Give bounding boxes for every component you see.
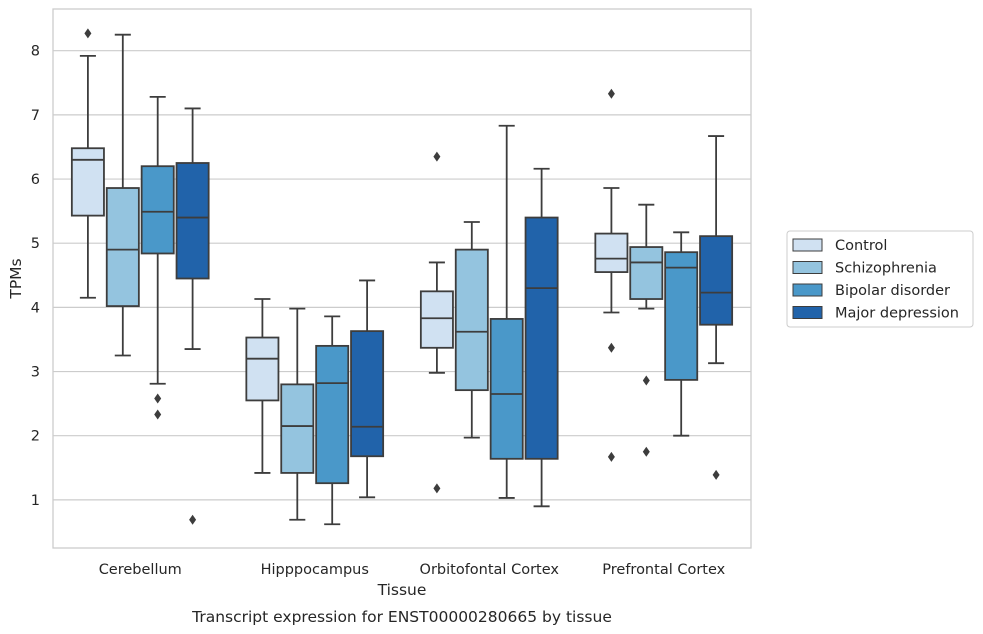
box-1-1 [280, 307, 315, 521]
box-2-1 [454, 221, 489, 439]
legend-swatch [792, 283, 823, 297]
box-body [419, 290, 454, 349]
box-0-0 [70, 28, 105, 299]
box-body [315, 344, 350, 485]
box-body [350, 330, 385, 458]
outlier-point [642, 375, 650, 386]
x-tick-label: Cerebellum [99, 562, 182, 578]
outlier-point [433, 151, 441, 162]
legend-frame [786, 230, 974, 328]
box-body [629, 246, 664, 300]
box-3-0 [594, 88, 629, 462]
outlier-point [154, 393, 162, 404]
outlier-point [712, 469, 720, 480]
y-tick-label: 6 [31, 172, 40, 188]
box-body [70, 147, 105, 217]
y-tick-label: 4 [31, 300, 40, 316]
y-tick-label: 5 [31, 236, 40, 252]
y-tick-label: 7 [31, 108, 40, 124]
outlier-point [84, 28, 92, 39]
outlier-point [607, 88, 615, 99]
box-2-2 [489, 124, 524, 499]
legend-label: Bipolar disorder [835, 283, 950, 299]
box-3-2 [664, 231, 699, 437]
y-tick-labels: 1 2 3 4 5 6 7 8 [31, 44, 40, 509]
x-tick-label: Prefrontal Cortex [602, 562, 725, 578]
legend-swatch [792, 306, 823, 319]
y-tick-label: 3 [31, 365, 40, 381]
box-2-0 [419, 151, 454, 494]
box-1-0 [245, 298, 280, 474]
legend-label: Schizophrenia [835, 261, 937, 277]
figure-caption: Transcript expression for ENST0000028066… [191, 608, 612, 626]
legend: Control Schizophrenia Bipolar disorder Majo… [786, 230, 974, 328]
box-3-1 [629, 203, 664, 457]
box-0-3 [175, 107, 210, 525]
box-body [454, 248, 489, 392]
y-tick-label: 8 [31, 44, 40, 60]
x-tick-label: Orbitofontal Cortex [420, 562, 560, 578]
box-1-2 [315, 315, 350, 526]
box-0-1 [105, 33, 140, 357]
y-tick-label: 2 [31, 429, 40, 445]
box-body [245, 336, 280, 402]
box-body [594, 232, 629, 273]
legend-label: Control [835, 238, 887, 254]
x-tick-label: Hipppocampus [261, 562, 369, 578]
y-tick-label: 1 [31, 493, 40, 509]
outlier-point [154, 409, 162, 420]
legend-swatch [792, 261, 823, 274]
box-body [524, 216, 559, 460]
outlier-point [607, 342, 615, 353]
box-1-3 [350, 279, 385, 499]
box-body [105, 187, 140, 307]
box-body [664, 251, 699, 381]
box-0-2 [140, 96, 175, 420]
box-body [175, 162, 210, 280]
box-body [489, 318, 524, 460]
box-body [140, 165, 175, 255]
x-tick-labels: Cerebellum Hipppocampus Orbitofontal Corte… [99, 562, 726, 578]
outlier-point [189, 514, 197, 525]
box-3-3 [699, 135, 734, 480]
box-2-3 [524, 167, 559, 508]
x-axis-label: Tissue [377, 581, 427, 599]
legend-label: Major depression [835, 306, 959, 322]
y-axis-label: TPMs [7, 258, 25, 299]
outlier-point [607, 451, 615, 462]
plot-frame [52, 8, 752, 549]
box-layer [70, 28, 734, 526]
box-body [280, 383, 315, 474]
box-body [699, 235, 734, 326]
outlier-point [433, 483, 441, 494]
outlier-point [642, 446, 650, 457]
legend-swatch [792, 238, 823, 252]
